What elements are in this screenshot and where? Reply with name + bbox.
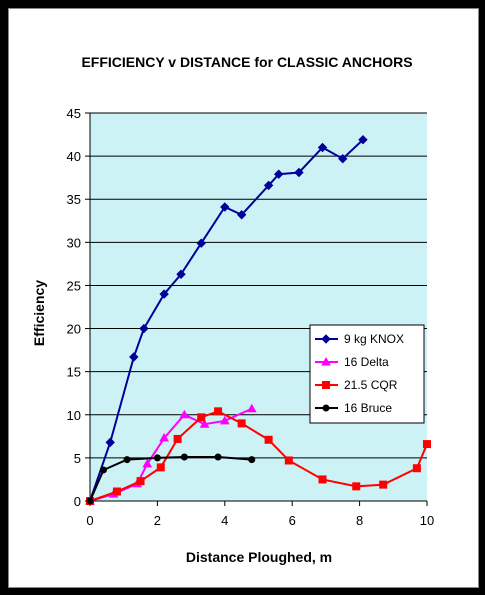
- data-point: [197, 413, 206, 422]
- y-tick-label: 20: [67, 322, 81, 337]
- series-3: [86, 453, 256, 505]
- legend: 9 kg KNOX 16 Delta 21.5 CQR 16 Bruce: [309, 324, 425, 424]
- data-point: [180, 453, 188, 461]
- data-point: [423, 440, 431, 449]
- data-point: [173, 434, 182, 443]
- legend-label: 9 kg KNOX: [344, 332, 404, 346]
- x-axis-ticks: 0 2 4 6 8 10: [86, 501, 434, 528]
- data-point: [352, 482, 361, 491]
- y-tick-label: 10: [67, 408, 81, 423]
- chart-frame: EFFICIENCY v DISTANCE for CLASSIC ANCHOR…: [8, 8, 479, 588]
- data-point: [199, 419, 210, 428]
- data-point: [112, 487, 121, 496]
- data-point: [214, 453, 222, 461]
- data-point: [139, 323, 149, 334]
- x-tick-label: 4: [221, 513, 228, 528]
- y-tick-label: 15: [67, 365, 81, 380]
- legend-marker: [321, 356, 331, 366]
- data-point: [136, 477, 145, 486]
- plot-area: [90, 113, 427, 501]
- y-tick-label: 5: [74, 451, 81, 466]
- y-tick-label: 25: [67, 278, 81, 293]
- legend-marker: [322, 404, 330, 412]
- data-point: [317, 142, 328, 153]
- y-tick-label: 40: [67, 149, 81, 164]
- data-point: [263, 180, 274, 191]
- x-tick-label: 0: [86, 513, 93, 528]
- data-point: [318, 475, 327, 484]
- series-layer: [85, 135, 431, 506]
- legend-label: 16 Bruce: [344, 401, 392, 415]
- data-point: [105, 437, 115, 448]
- legend-marker: [322, 381, 330, 389]
- data-point: [99, 466, 107, 474]
- data-point: [196, 238, 206, 248]
- legend-label: 21.5 CQR: [344, 378, 398, 392]
- series-2: [86, 407, 431, 505]
- data-point: [274, 169, 284, 179]
- data-point: [142, 458, 153, 468]
- data-point: [159, 433, 170, 442]
- data-point: [284, 456, 293, 465]
- x-tick-label: 6: [289, 513, 296, 528]
- data-point: [219, 415, 230, 425]
- data-point: [412, 464, 421, 473]
- y-axis-ticks: 0 5 10 15 20 25 30 35 40 45: [67, 106, 90, 509]
- data-point: [246, 403, 257, 413]
- legend-marker: [321, 334, 331, 344]
- efficiency-chart: EFFICIENCY v DISTANCE for CLASSIC ANCHOR…: [31, 54, 434, 565]
- y-tick-label: 45: [67, 106, 81, 121]
- y-tick-label: 30: [67, 235, 81, 250]
- y-axis-label: Efficiency: [31, 280, 47, 346]
- data-point: [264, 435, 273, 444]
- data-point: [220, 202, 230, 212]
- data-point: [129, 352, 139, 362]
- y-tick-label: 0: [74, 494, 81, 509]
- legend-label: 16 Delta: [344, 355, 389, 369]
- x-axis-label: Distance Ploughed, m: [186, 549, 332, 565]
- data-point: [156, 463, 165, 472]
- data-point: [123, 456, 131, 464]
- data-point: [248, 456, 256, 464]
- data-point: [179, 409, 190, 419]
- y-tick-label: 35: [67, 192, 81, 207]
- x-tick-label: 10: [420, 513, 434, 528]
- data-point: [379, 480, 388, 489]
- axes: [89, 113, 427, 502]
- data-point: [153, 454, 161, 462]
- data-point: [358, 135, 368, 145]
- data-point: [237, 419, 246, 428]
- chart-title: EFFICIENCY v DISTANCE for CLASSIC ANCHOR…: [81, 54, 412, 70]
- data-point: [86, 497, 94, 505]
- data-point: [236, 210, 247, 220]
- x-tick-label: 8: [356, 513, 363, 528]
- data-point: [159, 289, 169, 299]
- data-point: [214, 407, 223, 416]
- data-point: [338, 153, 348, 164]
- data-point: [176, 269, 186, 279]
- x-tick-label: 2: [154, 513, 161, 528]
- data-point: [294, 167, 304, 178]
